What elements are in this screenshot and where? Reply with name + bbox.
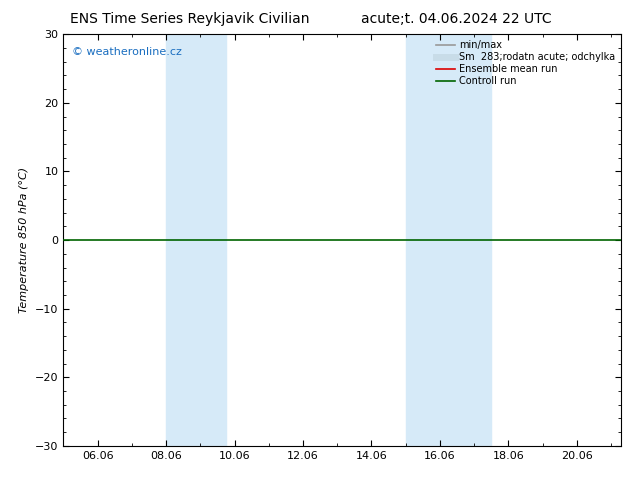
Legend: min/max, Sm  283;rodatn acute; odchylka, Ensemble mean run, Controll run: min/max, Sm 283;rodatn acute; odchylka, … xyxy=(433,37,618,89)
Text: ENS Time Series Reykjavik Civilian: ENS Time Series Reykjavik Civilian xyxy=(70,12,310,26)
Bar xyxy=(166,34,226,446)
Bar xyxy=(406,34,491,446)
Y-axis label: Temperature 850 hPa (°C): Temperature 850 hPa (°C) xyxy=(20,167,30,313)
Text: © weatheronline.cz: © weatheronline.cz xyxy=(72,47,182,57)
Text: acute;t. 04.06.2024 22 UTC: acute;t. 04.06.2024 22 UTC xyxy=(361,12,552,26)
